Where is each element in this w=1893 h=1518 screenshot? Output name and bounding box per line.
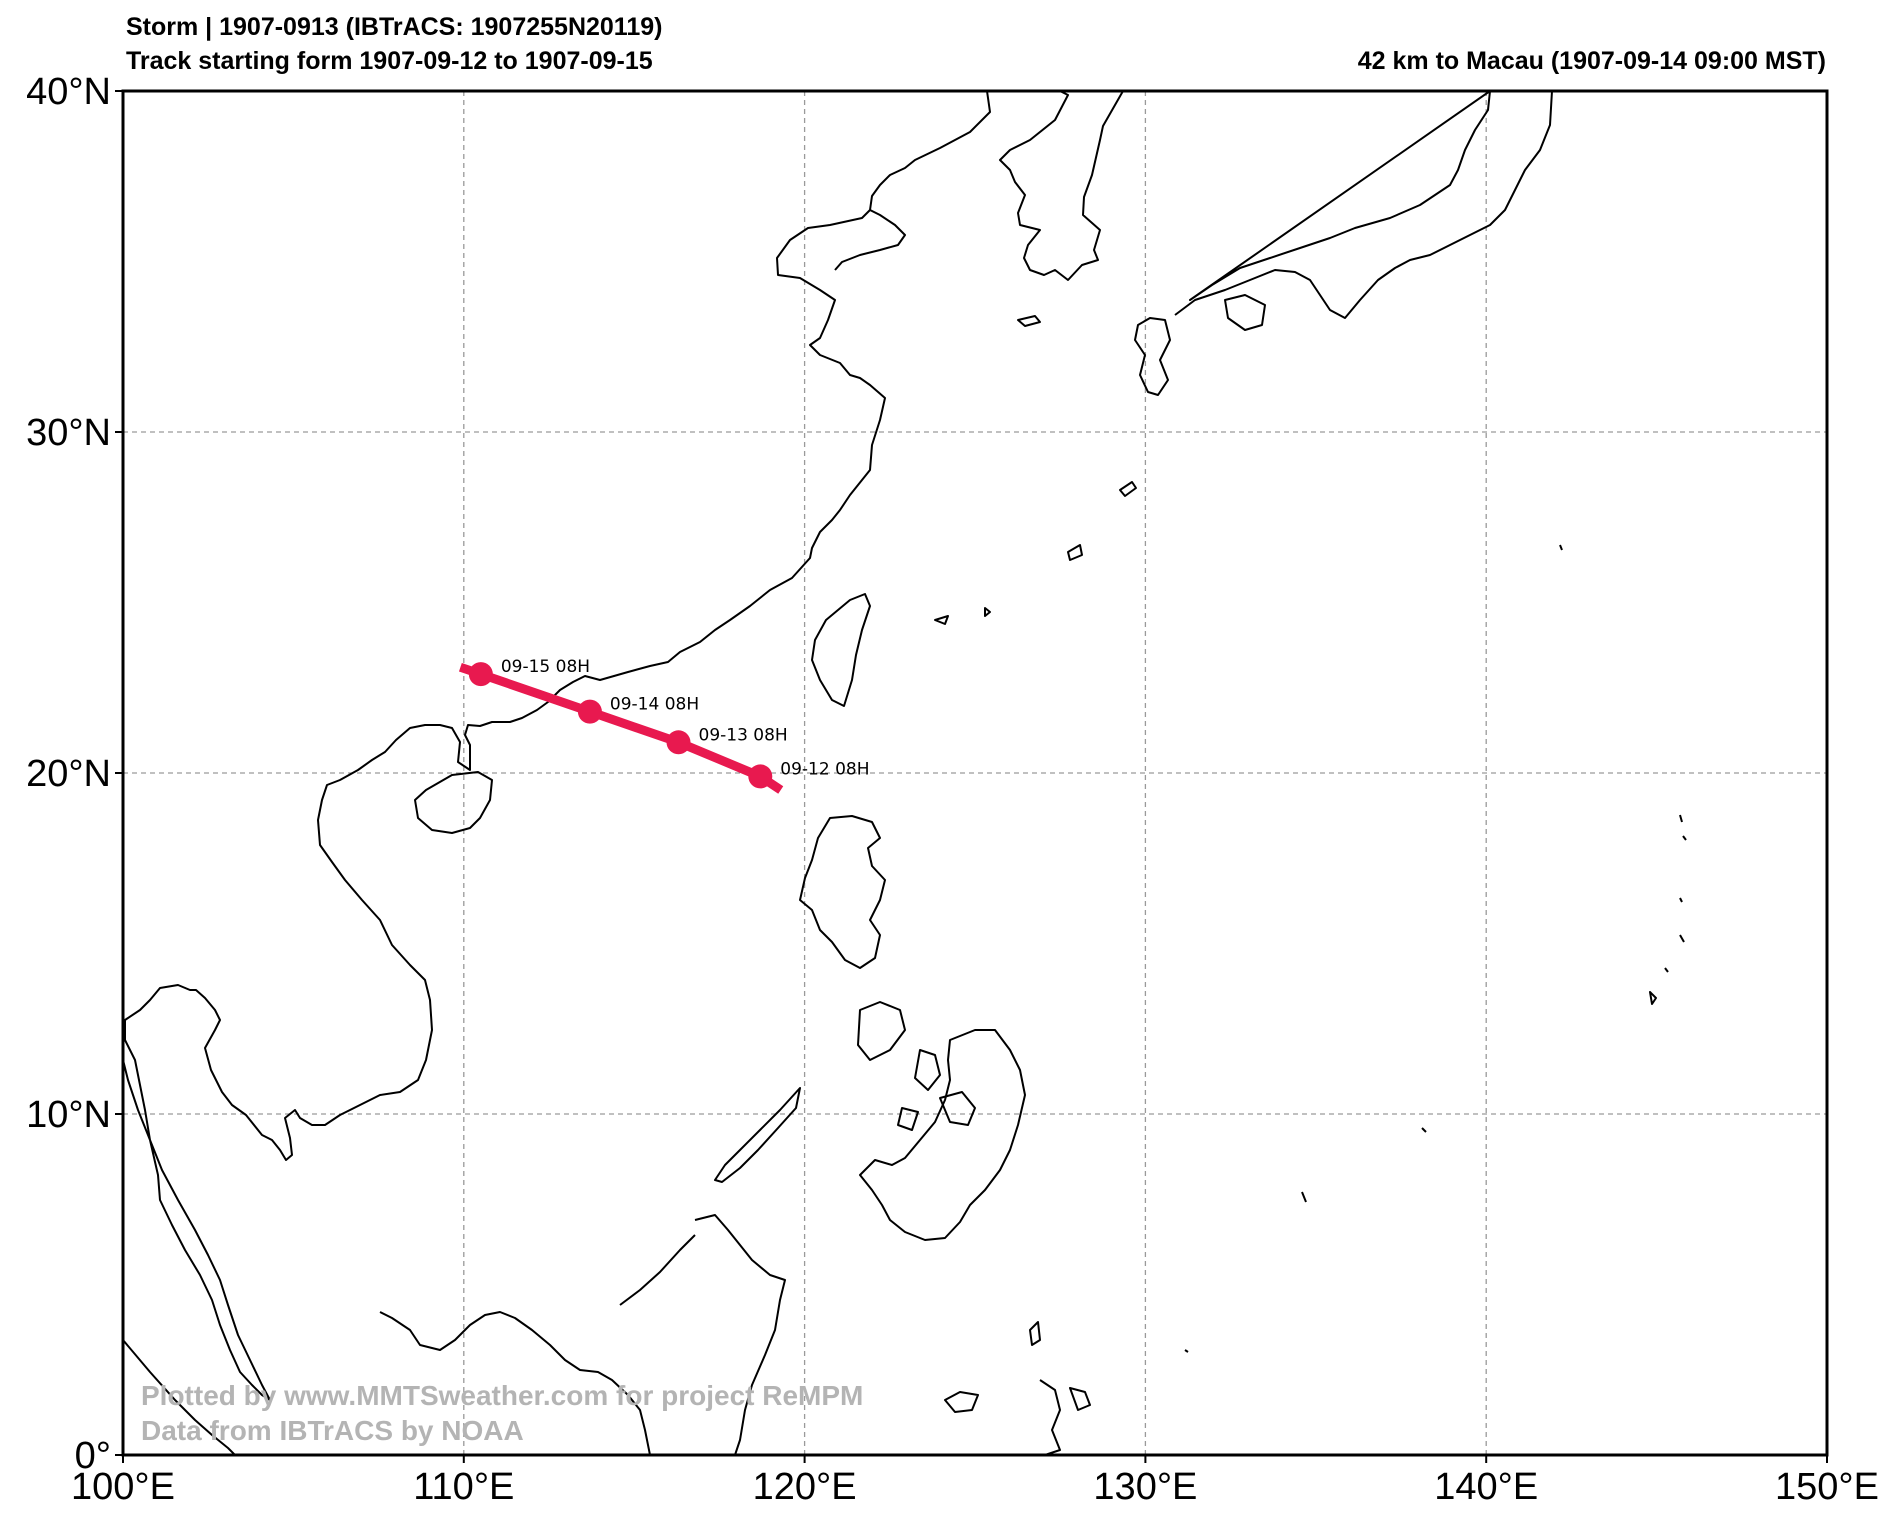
lat-tick-label: 20°N	[26, 753, 111, 795]
coastlines	[123, 91, 1687, 1455]
lat-tick-label: 30°N	[26, 412, 111, 454]
hainan-coastline	[414, 771, 493, 834]
japan-coastline	[1134, 317, 1171, 396]
lon-tick-label: 100°E	[71, 1466, 175, 1508]
credit-plotted-by: Plotted by www.MMTSweather.com for proje…	[141, 1380, 863, 1411]
lon-tick-label: 120°E	[753, 1466, 857, 1508]
storm-title: Storm | 1907-0913 (IBTrACS: 1907255N2011…	[126, 13, 662, 41]
axis-ticks: 100°E 110°E 120°E 130°E 140°E 150°E 0° 10°N 20°N…	[26, 71, 1879, 1508]
track-point-label: 09-14 08H	[610, 695, 699, 715]
track-point	[577, 699, 602, 724]
track-point	[748, 764, 773, 789]
track-point-label: 09-13 08H	[699, 725, 788, 745]
borneo-coastline	[379, 1214, 786, 1455]
lon-tick-label: 110°E	[413, 1466, 514, 1508]
mainland-coastline	[123, 91, 1124, 1401]
track-point-label: 09-15 08H	[501, 657, 590, 677]
lon-tick-label: 130°E	[1093, 1466, 1197, 1508]
mindanao-coastline	[859, 1029, 1026, 1241]
track-point	[666, 730, 691, 755]
gridlines	[123, 91, 1827, 1455]
track-point	[468, 662, 493, 687]
lon-tick-label: 150°E	[1775, 1466, 1879, 1508]
track-point-label: 09-12 08H	[780, 759, 869, 779]
lat-tick-label: 10°N	[26, 1094, 111, 1136]
lon-tick-label: 140°E	[1434, 1466, 1538, 1508]
luzon-coastline	[799, 815, 886, 969]
lat-tick-label: 0°	[75, 1435, 111, 1477]
palawan-coastline	[714, 1087, 801, 1183]
credit-data-source: Data from IBTrACS by NOAA	[141, 1415, 524, 1446]
sumatra-coastline	[123, 1339, 236, 1455]
taiwan-coastline	[811, 593, 871, 707]
macau-distance-title: 42 km to Macau (1907-09-14 09:00 MST)	[1358, 47, 1826, 75]
lat-tick-label: 40°N	[26, 71, 111, 113]
track-dates-title: Track starting form 1907-09-12 to 1907-0…	[126, 47, 653, 75]
